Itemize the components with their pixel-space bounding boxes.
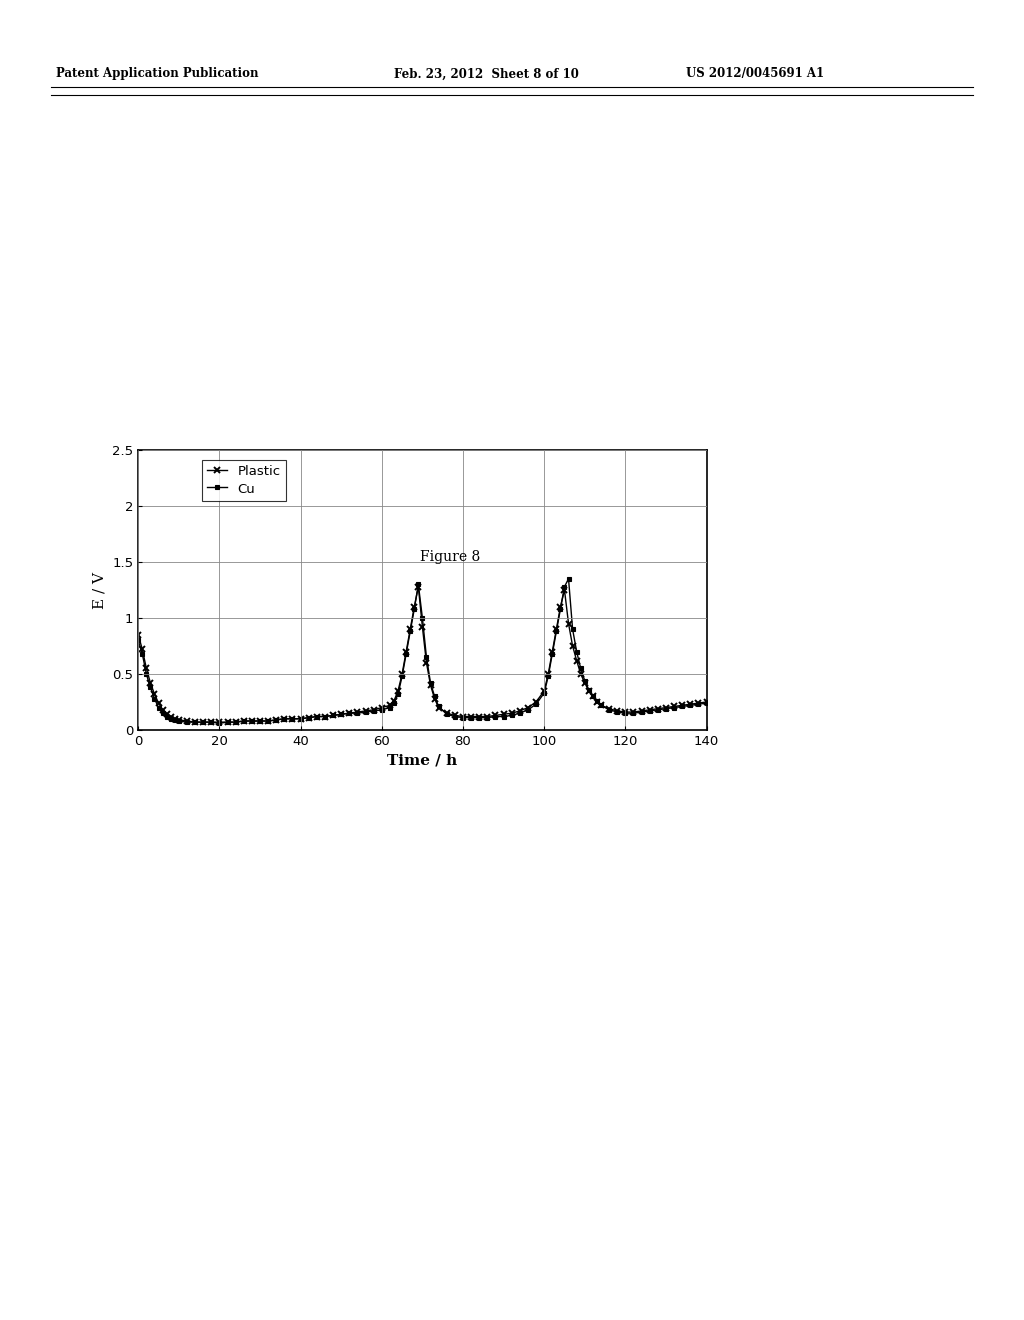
Cu (246, 713, 258, 729)
Plastic (169, 711, 181, 727)
Plastic (376, 700, 388, 715)
Cu (700, 696, 713, 711)
Cu (181, 714, 194, 730)
Cu (132, 632, 144, 648)
Text: Figure 8: Figure 8 (421, 550, 480, 564)
Cu (376, 702, 388, 718)
Line: Plastic: Plastic (135, 583, 710, 725)
Text: Patent Application Publication: Patent Application Publication (56, 67, 259, 81)
Cu (169, 711, 181, 727)
Plastic (181, 713, 194, 729)
Plastic (132, 627, 144, 643)
Plastic (413, 578, 425, 594)
Text: Feb. 23, 2012  Sheet 8 of 10: Feb. 23, 2012 Sheet 8 of 10 (394, 67, 580, 81)
Cu (424, 675, 436, 690)
Cu (562, 572, 574, 587)
Plastic (636, 704, 648, 719)
Legend: Plastic, Cu: Plastic, Cu (202, 459, 286, 500)
Y-axis label: E / V: E / V (93, 572, 106, 609)
Line: Cu: Cu (136, 577, 709, 726)
Plastic (428, 690, 440, 706)
Cu (636, 704, 648, 719)
Plastic (700, 694, 713, 710)
Text: US 2012/0045691 A1: US 2012/0045691 A1 (686, 67, 824, 81)
Cu (213, 715, 225, 731)
Plastic (246, 713, 258, 729)
X-axis label: Time / h: Time / h (387, 754, 458, 767)
Plastic (188, 714, 201, 730)
